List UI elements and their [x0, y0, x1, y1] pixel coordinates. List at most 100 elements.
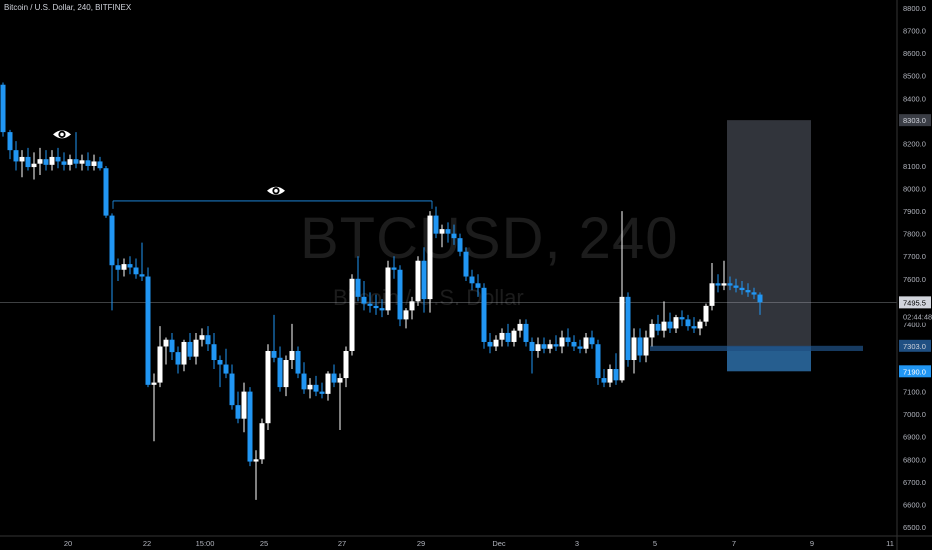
price-tick-label: 8100.0: [903, 162, 926, 171]
candle-body: [553, 344, 559, 347]
price-tick-label: 8200.0: [903, 139, 926, 148]
candle-body: [283, 360, 289, 388]
candle-body: [7, 132, 13, 151]
candle-body: [445, 229, 451, 234]
candle-body: [487, 341, 493, 347]
candle-body: [433, 215, 439, 234]
candle-body: [469, 276, 475, 284]
candle-body: [31, 163, 37, 168]
candle-body: [751, 292, 757, 295]
time-tick-label: 3: [575, 539, 579, 548]
candle-body: [289, 350, 295, 361]
candle-body: [649, 323, 655, 338]
candle-body: [559, 337, 565, 347]
candle-body: [745, 290, 751, 293]
candle-body: [475, 283, 481, 288]
time-tick-label: 15:00: [196, 539, 215, 548]
candle-body: [241, 391, 247, 419]
candle-body: [0, 84, 6, 133]
candle-body: [643, 337, 649, 356]
time-tick-label: 20: [64, 539, 72, 548]
candle-body: [367, 303, 373, 306]
candle-body: [115, 265, 121, 270]
candle-body: [67, 159, 73, 165]
candle-body: [121, 264, 127, 270]
candle-body: [697, 321, 703, 329]
candle-body: [691, 326, 697, 329]
price-tick-label: 6900.0: [903, 433, 926, 442]
price-tick-label: 7100.0: [903, 388, 926, 397]
candle-body: [187, 341, 193, 357]
time-tick-label: 27: [338, 539, 346, 548]
candle-body: [613, 369, 619, 381]
price-badge-text-entry: 7303.0: [903, 342, 926, 351]
candle-body: [463, 251, 469, 277]
price-badge-stop: [899, 365, 931, 378]
price-tick-label: 6800.0: [903, 455, 926, 464]
candle-body: [325, 373, 331, 394]
candle-body: [307, 384, 313, 390]
candle-body: [181, 341, 187, 365]
price-badge-current: [899, 296, 931, 309]
price-tick-label: 7900.0: [903, 207, 926, 216]
candle-body: [19, 156, 25, 162]
candle-body: [439, 229, 445, 234]
candle-body: [133, 267, 139, 275]
candle-body: [715, 283, 721, 286]
price-badge-text-countdown: 02:44:48: [903, 313, 932, 322]
candle-body: [127, 264, 133, 268]
candle-body: [175, 352, 181, 365]
candle-body: [37, 159, 43, 164]
candle-body: [55, 156, 61, 162]
candle-body: [259, 423, 265, 460]
candle-body: [169, 339, 175, 353]
candle-body: [427, 215, 433, 300]
candle-body: [319, 391, 325, 394]
candle-body: [349, 278, 355, 351]
candle-body: [583, 337, 589, 349]
candle-body: [529, 341, 535, 351]
candle-body: [421, 260, 427, 300]
candle-body: [673, 317, 679, 329]
candle-body: [403, 310, 409, 320]
candle-body: [505, 332, 511, 342]
candle-body: [109, 215, 115, 266]
candle-body: [253, 459, 259, 462]
candle-body: [217, 360, 223, 365]
candle-body: [637, 337, 643, 356]
eye-icon: [267, 186, 285, 195]
candle-body: [49, 156, 55, 165]
price-tick-label: 7800.0: [903, 230, 926, 239]
candle-body: [265, 350, 271, 424]
candle-body: [727, 283, 733, 286]
candle-body: [79, 160, 85, 164]
candle-body: [163, 339, 169, 347]
target-box: [727, 120, 811, 347]
demand-zone: [650, 345, 863, 351]
price-badge-text-target: 8303.0: [903, 116, 926, 125]
price-tick-label: 6700.0: [903, 478, 926, 487]
candle-body: [457, 238, 463, 252]
price-tick-label: 8600.0: [903, 49, 926, 58]
price-tick-label: 7400.0: [903, 320, 926, 329]
candle-body: [343, 350, 349, 379]
candle-body: [361, 296, 367, 304]
candle-body: [595, 344, 601, 379]
candle-body: [601, 378, 607, 383]
price-tick-label: 7000.0: [903, 410, 926, 419]
candle-body: [571, 341, 577, 347]
price-tick-label: 8000.0: [903, 185, 926, 194]
candle-body: [667, 321, 673, 329]
price-tick-label: 6600.0: [903, 500, 926, 509]
candle-body: [721, 283, 727, 286]
price-badge-target: [899, 114, 931, 127]
candle-body: [757, 294, 763, 303]
time-tick-label: 7: [732, 539, 736, 548]
candle-body: [391, 267, 397, 270]
candle-body: [211, 344, 217, 361]
candle-body: [577, 346, 583, 349]
time-tick-label: Dec: [492, 539, 506, 548]
candle-body: [541, 344, 547, 349]
